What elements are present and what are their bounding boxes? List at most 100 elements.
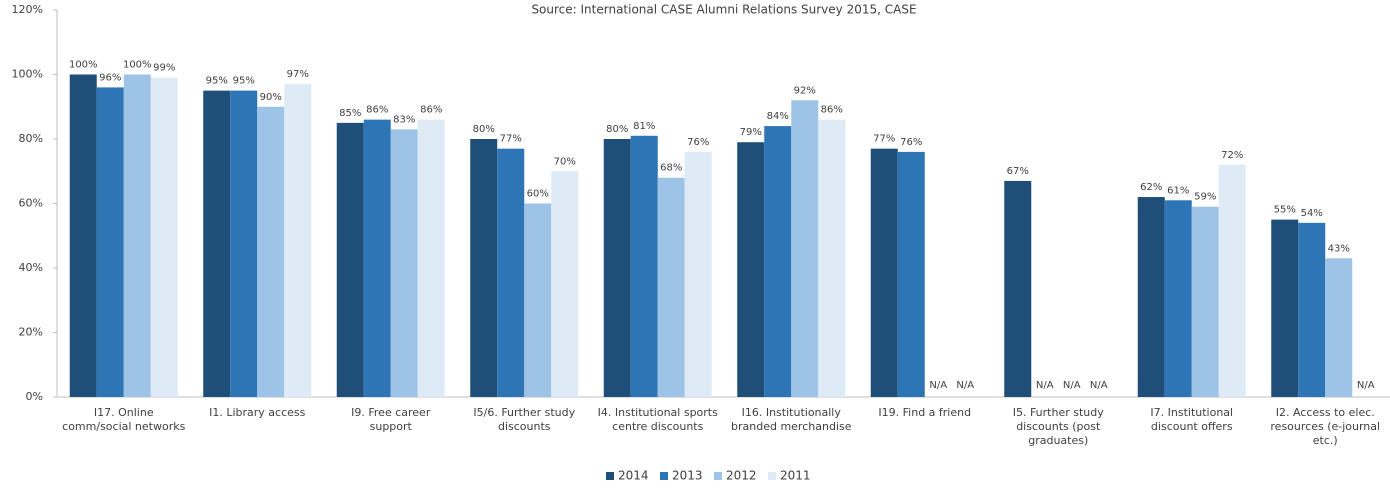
bar	[470, 139, 498, 397]
bar	[203, 90, 231, 397]
legend-swatch	[714, 472, 722, 480]
data-label: 60%	[527, 189, 549, 200]
bar	[230, 90, 258, 397]
y-tick-label: 120%	[12, 3, 43, 16]
bar	[1191, 206, 1219, 397]
data-label: N/A	[929, 380, 947, 391]
y-tick-label: 60%	[19, 197, 43, 210]
y-tick-label: 80%	[19, 132, 43, 145]
bar	[630, 135, 658, 397]
bar	[69, 74, 97, 397]
legend-swatch	[606, 472, 614, 480]
bar	[123, 74, 151, 397]
data-label: N/A	[956, 380, 974, 391]
data-label: 59%	[1194, 192, 1216, 203]
bar	[150, 77, 178, 397]
data-label: 80%	[473, 124, 495, 135]
bar	[390, 129, 418, 397]
data-label: 83%	[393, 114, 415, 125]
data-label: 76%	[900, 137, 922, 148]
data-label: N/A	[1063, 380, 1081, 391]
bar	[791, 100, 819, 398]
legend-label: 2013	[672, 469, 703, 483]
x-tick-label: I16. Institutionally branded merchandise	[731, 406, 852, 433]
y-tick-label: 40%	[19, 261, 43, 274]
data-label: 86%	[821, 105, 843, 116]
bar	[257, 106, 285, 397]
x-tick-label: I9. Free career support	[351, 406, 431, 433]
data-label: 95%	[233, 76, 255, 87]
data-label: 95%	[206, 76, 228, 87]
data-label: 100%	[123, 60, 152, 71]
legend-label: 2014	[618, 469, 649, 483]
data-label: 85%	[339, 108, 361, 119]
data-label: 84%	[767, 111, 789, 122]
data-label: 96%	[99, 72, 121, 83]
bar	[818, 119, 846, 398]
bar	[524, 203, 552, 397]
bar	[737, 142, 765, 397]
data-label: 70%	[554, 156, 576, 167]
data-label: 80%	[606, 124, 628, 135]
legend-label: 2011	[780, 469, 811, 483]
x-tick-label: I17. Online comm/social networks	[62, 406, 186, 433]
bar	[870, 148, 898, 397]
data-label: 61%	[1167, 185, 1189, 196]
legend-swatch	[768, 472, 776, 480]
y-tick-label: 100%	[12, 68, 43, 81]
bar	[603, 139, 631, 397]
data-label: 86%	[420, 105, 442, 116]
data-label: 62%	[1140, 182, 1162, 193]
data-label: 90%	[260, 92, 282, 103]
data-label: N/A	[1036, 380, 1054, 391]
data-label: 92%	[794, 85, 816, 96]
data-label: 97%	[287, 69, 309, 80]
bar	[497, 148, 525, 397]
bar	[1271, 219, 1299, 397]
bar	[684, 151, 712, 397]
data-label: 77%	[500, 134, 522, 145]
y-tick-label: 20%	[19, 326, 43, 339]
data-label: 67%	[1007, 166, 1029, 177]
data-label: 100%	[69, 60, 98, 71]
data-label: N/A	[1090, 380, 1108, 391]
data-label: 55%	[1274, 205, 1296, 216]
data-label: 77%	[873, 134, 895, 145]
bar	[1137, 197, 1165, 397]
chart-title: Source: International CASE Alumni Relati…	[531, 3, 916, 17]
bar	[657, 177, 685, 397]
data-label: 72%	[1221, 150, 1243, 161]
x-tick-label: I2. Access to elec. resources (e-journal…	[1270, 406, 1381, 447]
legend-label: 2012	[726, 469, 757, 483]
bar	[1298, 222, 1326, 397]
data-label: 68%	[660, 163, 682, 174]
bar	[363, 119, 391, 398]
x-tick-label: I4. Institutional sports centre discount…	[597, 406, 718, 433]
data-label: 43%	[1328, 243, 1350, 254]
x-tick-label: I19. Find a friend	[878, 406, 972, 419]
x-tick-label: I5. Further study discounts (post gradua…	[1012, 406, 1104, 447]
bar	[336, 122, 364, 397]
legend-swatch	[660, 472, 668, 480]
bar	[417, 119, 445, 398]
bar	[1164, 200, 1192, 397]
bar	[284, 84, 312, 398]
bar	[551, 171, 579, 397]
x-tick-label: I7. Institutional discount offers	[1150, 406, 1234, 433]
bar	[1004, 180, 1032, 397]
data-label: 86%	[366, 105, 388, 116]
x-tick-label: I5/6. Further study discounts	[473, 406, 576, 433]
bar	[764, 126, 792, 397]
data-label: 76%	[687, 137, 709, 148]
data-label: 81%	[633, 121, 655, 132]
bar	[1218, 164, 1246, 397]
data-label: 79%	[740, 127, 762, 138]
data-label: 54%	[1301, 208, 1323, 219]
x-tick-label: I1. Library access	[209, 406, 306, 419]
y-tick-label: 0%	[26, 390, 43, 403]
data-label: 99%	[153, 63, 175, 74]
bar	[1325, 258, 1353, 397]
bar	[96, 87, 124, 398]
